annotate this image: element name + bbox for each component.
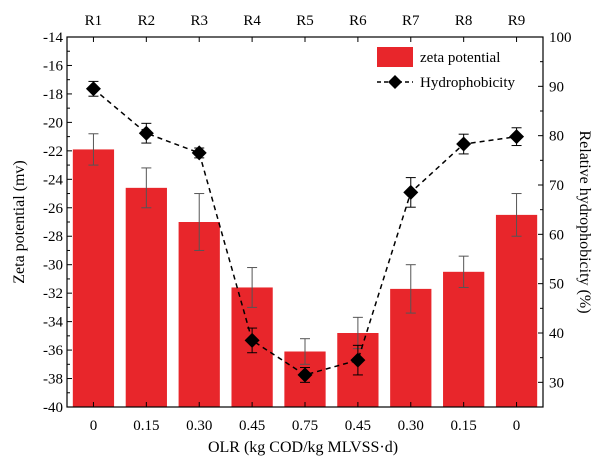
x-tick-label: 0 [90,418,98,434]
x-tick-label: 0.30 [186,418,212,434]
legend-marker-hydrophobicity [388,75,402,89]
right-tick-label: 40 [549,326,564,342]
legend-label-hydrophobicity: Hydrophobicity [420,75,515,91]
left-axis-title: Zeta potential (mv) [11,160,28,284]
x-tick-label: 0.75 [292,418,318,434]
left-tick-label: -30 [43,258,63,274]
left-tick-label: -26 [43,201,63,217]
hydrophobicity-point-9 [509,129,525,145]
legend-label-zeta: zeta potential [420,50,500,66]
left-tick-label: -24 [43,172,63,188]
left-tick-label: -28 [43,229,63,245]
left-tick-label: -16 [43,58,63,74]
hydrophobicity-point-6 [350,352,366,368]
left-tick-label: -14 [43,30,63,46]
hydrophobicity-point-2 [138,125,154,141]
hydrophobicity-point-7 [403,184,419,200]
bar-2 [125,187,167,407]
top-category-label: R1 [85,13,103,29]
right-axis-title: Relative hydrophobicity (%) [576,130,593,313]
hydrophobicity-point-4 [244,332,260,348]
hydrophobicity-point-8 [456,136,472,152]
x-tick-label: 0.15 [451,418,477,434]
right-tick-label: 70 [549,178,564,194]
legend: zeta potential Hydrophobicity [377,47,515,91]
x-tick-label: 0.45 [239,418,265,434]
right-tick-label: 30 [549,375,564,391]
left-tick-label: -18 [43,87,63,103]
tick-labels: -14 -16 -18 -20 -22 -24 -26 -28 -30 -32 -34 -36 -38 -… [43,13,572,434]
right-tick-label: 100 [549,30,572,46]
top-category-label: R9 [508,13,526,29]
left-tick-label: -20 [43,115,63,131]
right-tick-label: 60 [549,227,564,243]
x-tick-label: 0.45 [345,418,371,434]
bar-3 [178,222,220,407]
bar-9 [495,214,538,407]
right-tick-label: 90 [549,79,564,95]
bar-8 [443,271,485,407]
line-series [85,80,525,383]
x-tick-label: 0.15 [133,418,159,434]
top-category-label: R2 [138,13,156,29]
right-tick-label: 80 [549,129,564,145]
x-axis-title: OLR (kg COD/kg MLVSS·d) [208,439,398,456]
hydrophobicity-point-5 [297,367,313,383]
x-tick-label: 0 [513,418,521,434]
legend-swatch-zeta [377,47,413,67]
left-tick-label: -22 [43,144,63,160]
bar-1 [72,149,115,407]
right-tick-label: 50 [549,277,564,293]
left-tick-label: -40 [43,400,63,416]
top-category-label: R8 [455,13,473,29]
left-tick-label: -36 [43,343,63,359]
top-category-label: R3 [190,13,208,29]
hydrophobicity-point-1 [85,81,101,97]
left-tick-label: -32 [43,286,63,302]
x-tick-label: 0.30 [398,418,424,434]
hydrophobicity-point-3 [191,145,207,161]
top-category-label: R7 [402,13,420,29]
axes [66,36,544,408]
left-tick-label: -34 [43,315,63,331]
top-category-label: R4 [243,13,261,29]
top-category-label: R6 [349,13,367,29]
bar-series [72,133,538,407]
left-tick-label: -38 [43,372,63,388]
top-category-label: R5 [296,13,314,29]
